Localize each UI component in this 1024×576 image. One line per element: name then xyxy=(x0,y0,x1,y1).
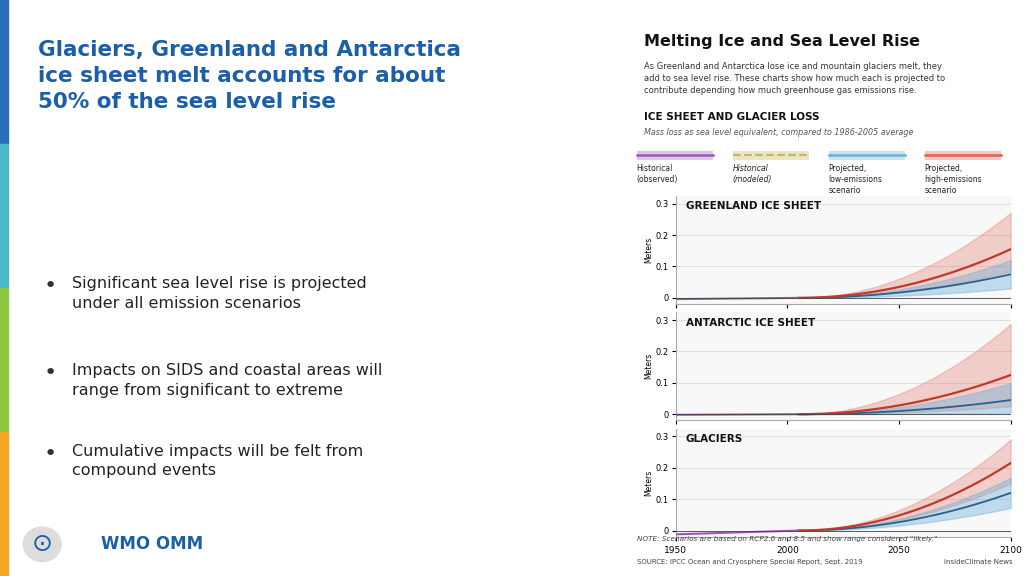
Text: ICE SHEET AND GLACIER LOSS: ICE SHEET AND GLACIER LOSS xyxy=(644,112,820,122)
Text: Projected,
high-emissions
scenario: Projected, high-emissions scenario xyxy=(925,164,982,195)
Text: Glaciers, Greenland and Antarctica
ice sheet melt accounts for about
50% of the : Glaciers, Greenland and Antarctica ice s… xyxy=(38,40,461,112)
Bar xyxy=(828,150,905,160)
Text: ⊙: ⊙ xyxy=(32,532,52,556)
Text: Cumulative impacts will be felt from
compound events: Cumulative impacts will be felt from com… xyxy=(73,444,364,478)
Text: Impacts on SIDS and coastal areas will
range from significant to extreme: Impacts on SIDS and coastal areas will r… xyxy=(73,363,383,397)
Text: Mass loss as sea level equivalent, compared to 1986-2005 average: Mass loss as sea level equivalent, compa… xyxy=(644,128,913,137)
Text: GLACIERS: GLACIERS xyxy=(686,434,743,444)
Circle shape xyxy=(24,527,61,562)
Y-axis label: Meters: Meters xyxy=(644,237,653,263)
Text: •: • xyxy=(44,363,57,383)
Y-axis label: Meters: Meters xyxy=(644,469,653,496)
Text: Melting Ice and Sea Level Rise: Melting Ice and Sea Level Rise xyxy=(644,34,921,49)
Text: Historical
(modeled): Historical (modeled) xyxy=(733,164,772,184)
Text: IPCC OCEAN AND CRYOSPHERE SPECIAL REPORT: IPCC OCEAN AND CRYOSPHERE SPECIAL REPORT xyxy=(684,11,966,21)
Text: •: • xyxy=(44,276,57,297)
Text: As Greenland and Antarctica lose ice and mountain glaciers melt, they
add to sea: As Greenland and Antarctica lose ice and… xyxy=(644,62,945,95)
Bar xyxy=(925,150,1001,160)
Text: SOURCE: IPCC Ocean and Cryosphere Special Report, Sept. 2019: SOURCE: IPCC Ocean and Cryosphere Specia… xyxy=(637,559,862,565)
Text: InsideClimate News: InsideClimate News xyxy=(944,559,1013,565)
Text: NOTE: Scenarios are based on RCP2.6 and 8.5 and show range considered "likely.": NOTE: Scenarios are based on RCP2.6 and … xyxy=(637,536,937,542)
Bar xyxy=(637,150,714,160)
Bar xyxy=(733,150,809,160)
Text: GREENLAND ICE SHEET: GREENLAND ICE SHEET xyxy=(686,201,821,211)
Text: Historical
(observed): Historical (observed) xyxy=(637,164,678,184)
Y-axis label: Meters: Meters xyxy=(644,353,653,380)
Text: Projected,
low-emissions
scenario: Projected, low-emissions scenario xyxy=(828,164,883,195)
Text: ANTARCTIC ICE SHEET: ANTARCTIC ICE SHEET xyxy=(686,317,815,328)
Text: •: • xyxy=(44,444,57,464)
Text: WMO OMM: WMO OMM xyxy=(100,535,203,554)
Text: Significant sea level rise is projected
under all emission scenarios: Significant sea level rise is projected … xyxy=(73,276,368,311)
